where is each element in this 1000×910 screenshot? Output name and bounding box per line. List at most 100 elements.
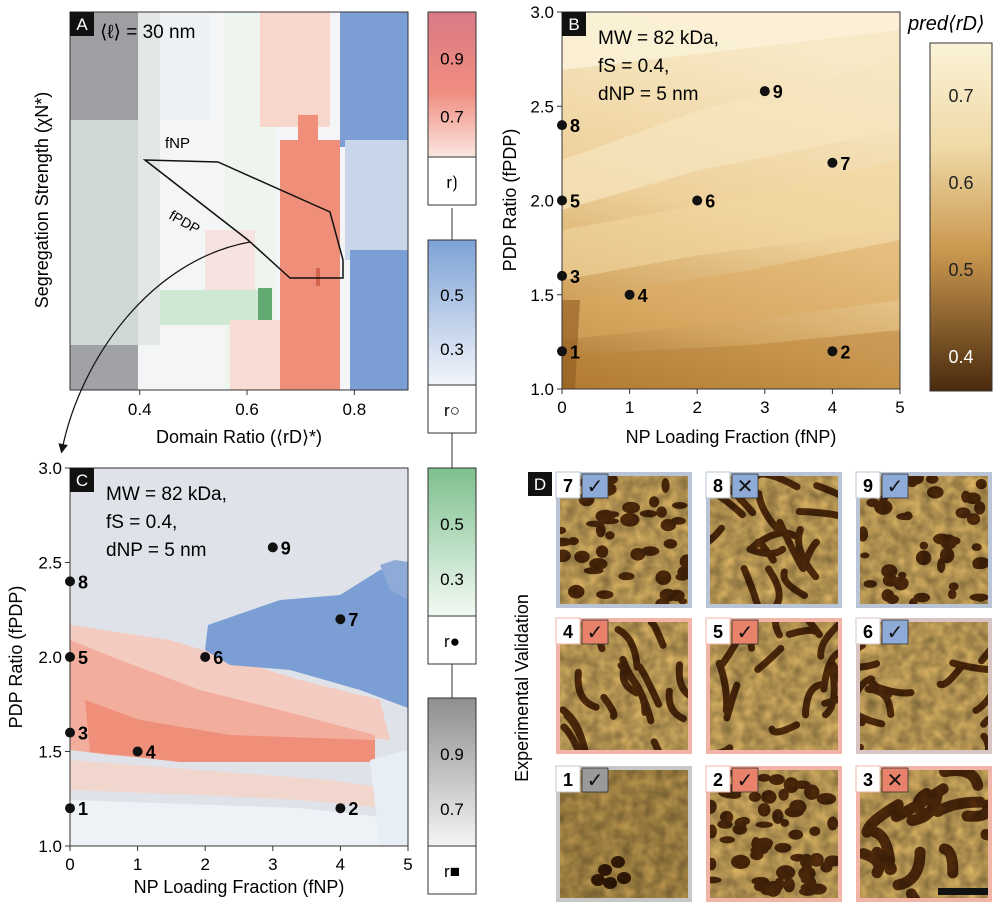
panel-a-xtick-label: 0.6 [235, 400, 259, 419]
data-point-5 [65, 652, 75, 662]
ytick-label: 2.0 [530, 192, 554, 211]
afm-tile-mark-box [581, 767, 609, 793]
colorbar-ticks: 0.7 0.6 0.5 0.4 [948, 86, 973, 367]
xtick-label: 3 [268, 855, 277, 874]
afm-noise [560, 622, 688, 750]
panel-a-annotation: ⟨ℓ⟩ = 30 nm [100, 22, 195, 43]
annotation-line: dNP = 5 nm [598, 84, 699, 105]
panel-b: B MW = 82 kDa, fS = 0.4, dNP = 5 nm 0 1 2 3 4 5… [500, 3, 993, 447]
afm-image [860, 476, 988, 604]
afm-tile-mark: ✓ [587, 622, 604, 644]
data-point-label: 2 [840, 342, 850, 362]
afm-tile-number: 3 [863, 770, 873, 790]
panel-b-xlabel: NP Loading Fraction (fNP) [626, 427, 837, 447]
data-point-label: 3 [78, 724, 88, 744]
afm-noise [710, 622, 838, 750]
legend-caption-box [427, 156, 477, 206]
data-point-6 [692, 195, 703, 206]
afm-tile-mark: ✓ [887, 622, 904, 644]
afm-tile-mark-box [881, 619, 909, 645]
afm-tile-mark-box [731, 619, 759, 645]
afm-image [860, 770, 988, 898]
panel-d-tiles: 7 ✓ 8 ✕ 9 ✓4 ✓ 5 ✓ 6 ✓1 ✓ 2 ✓ 3 ✕ [555, 471, 992, 902]
panel-a-letter-box [70, 12, 94, 36]
data-point-label: 1 [78, 799, 88, 819]
data-point-label: 3 [570, 267, 580, 287]
legend-caption-red: r⟯ [446, 173, 457, 192]
ytick-label: 1.5 [530, 286, 554, 305]
afm-tile-number: 2 [713, 770, 723, 790]
legend-tick: 0.5 [440, 515, 464, 534]
afm-tile-mark-box [881, 473, 909, 499]
data-point-label: 5 [570, 192, 580, 212]
data-point-2 [827, 346, 838, 357]
data-point-label: 9 [773, 82, 783, 102]
panel-c-axes: 0 1 2 3 4 5 1.0 1.5 2.0 2.5 3.0 [38, 459, 412, 874]
panel-b-annotation: MW = 82 kDa, fS = 0.4, dNP = 5 nm [598, 28, 719, 105]
afm-image [710, 770, 838, 898]
data-point-8 [557, 120, 567, 131]
data-point-label: 8 [570, 116, 580, 136]
ytick-label: 3.0 [38, 459, 62, 478]
ytick-label: 2.0 [38, 648, 62, 667]
legend-caption-green: r● [444, 632, 460, 651]
afm-tile-2: 2 ✓ [705, 765, 842, 902]
data-point-9 [267, 542, 278, 553]
afm-tile-number: 4 [563, 622, 573, 642]
colorbar-tick-label: 0.6 [948, 173, 973, 193]
ytick-label: 1.0 [530, 380, 554, 399]
legend-tick: 0.9 [440, 49, 464, 68]
afm-tile-number: 9 [863, 476, 873, 496]
data-point-label: 9 [281, 538, 291, 558]
panel-b-letter-box [562, 12, 586, 36]
annotation-line: MW = 82 kDa, [598, 28, 719, 49]
panel-a-label-fnp: fNP [165, 135, 190, 152]
data-point-6 [200, 652, 211, 662]
panel-a-letter: A [76, 15, 88, 34]
legend-bar-green [427, 467, 477, 617]
afm-tile-number: 7 [563, 476, 573, 496]
afm-tile-mark-box [581, 619, 609, 645]
afm-tile-number-box [855, 471, 881, 499]
afm-tile-number: 1 [563, 770, 573, 790]
panel-c-annotation: MW = 82 kDa, fS = 0.4, dNP = 5 nm [106, 484, 227, 561]
afm-tile-number: 8 [713, 476, 723, 496]
panel-c-ylabel: PDP Ratio (fPDP) [6, 586, 26, 729]
data-point-label: 5 [78, 648, 88, 668]
afm-tile-number-box [555, 765, 581, 793]
afm-tile-9: 9 ✓ [855, 471, 992, 608]
afm-noise [710, 770, 838, 898]
data-point-4 [624, 289, 635, 300]
panel-a-regions [70, 12, 408, 390]
legend-bar-blue [427, 239, 477, 386]
afm-tile-number: 6 [863, 622, 873, 642]
xtick-label: 4 [828, 398, 837, 417]
xtick-label: 5 [895, 398, 904, 417]
data-point-label: 4 [146, 743, 156, 763]
colorbar-tick-label: 0.7 [948, 86, 973, 106]
data-point-2 [335, 803, 346, 814]
data-point-label: 4 [638, 286, 648, 306]
afm-tile-number-box [555, 617, 581, 645]
xtick-label: 4 [336, 855, 345, 874]
afm-image [560, 770, 688, 898]
afm-tile-number-box [855, 765, 881, 793]
panel-b-bands [562, 12, 900, 389]
legend-caption-box [427, 615, 477, 665]
annotation-line: dNP = 5 nm [106, 540, 207, 561]
colorbar-tick-label: 0.4 [948, 347, 973, 367]
panel-c-points: 1 2 3 4 5 6 7 8 9 [65, 538, 358, 819]
colorbar [929, 42, 993, 392]
panel-d-letter-box [528, 472, 552, 496]
afm-tile-7: 7 ✓ [555, 471, 692, 608]
xtick-label: 2 [692, 398, 701, 417]
afm-tile-number-box [705, 765, 731, 793]
afm-image [710, 476, 838, 604]
data-point-label: 7 [348, 610, 358, 630]
panel-a-arrow [58, 241, 251, 454]
afm-tile-mark-box [881, 767, 909, 793]
afm-tile-mark-box [581, 473, 609, 499]
afm-noise [560, 770, 688, 898]
data-point-label: 6 [705, 192, 715, 212]
